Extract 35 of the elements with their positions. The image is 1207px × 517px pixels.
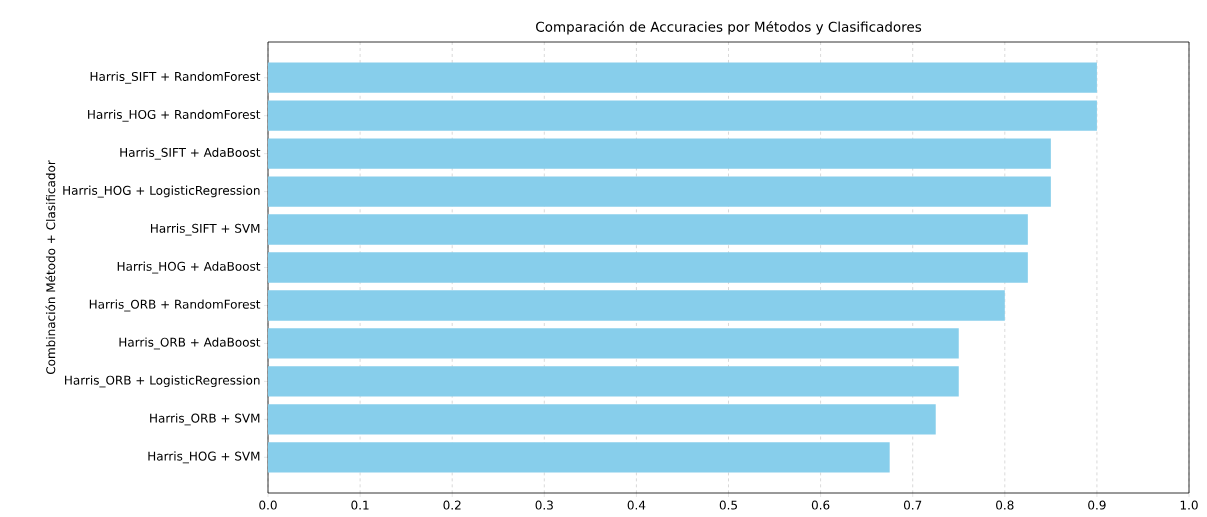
y-tick-label: Harris_ORB + LogisticRegression <box>65 375 260 388</box>
bar <box>268 290 1005 321</box>
y-tick-label: Harris_HOG + AdaBoost <box>117 261 261 274</box>
y-tick-label: Harris_HOG + LogisticRegression <box>63 185 260 198</box>
x-tick-label: 0.1 <box>351 500 369 510</box>
chart-title: Comparación de Accuracies por Métodos y Clasificadores <box>536 20 922 35</box>
bar <box>268 442 890 473</box>
x-tick-label: 1.0 <box>1180 500 1198 510</box>
y-axis-title: Combinación Método + Clasificador <box>45 160 56 375</box>
y-tick-label: Harris_ORB + SVM <box>150 413 260 426</box>
y-tick-label: Harris_SIFT + SVM <box>150 223 260 236</box>
bar <box>268 100 1097 131</box>
x-tick-label: 0.5 <box>719 500 738 510</box>
bar <box>268 176 1051 207</box>
bar <box>268 62 1097 93</box>
x-tick-label: 0.0 <box>259 500 277 510</box>
bar <box>268 214 1028 245</box>
x-tick-label: 0.7 <box>903 500 922 510</box>
bar <box>268 252 1028 283</box>
y-tick-label: Harris_SIFT + RandomForest <box>90 71 261 84</box>
x-tick-label: 0.4 <box>627 500 646 510</box>
y-tick-label: Harris_SIFT + AdaBoost <box>120 147 261 160</box>
bar <box>268 138 1051 169</box>
x-tick-label: 0.2 <box>443 500 461 510</box>
bar <box>268 366 959 397</box>
x-tick-label: 0.9 <box>1088 500 1106 510</box>
y-tick-label: Harris_HOG + SVM <box>148 451 260 464</box>
x-tick-label: 0.3 <box>535 500 553 510</box>
y-tick-label: Harris_ORB + AdaBoost <box>119 337 261 350</box>
y-tick-label: Harris_HOG + RandomForest <box>88 109 261 122</box>
x-tick-label: 0.8 <box>996 500 1014 510</box>
bar <box>268 404 936 435</box>
x-tick-label: 0.6 <box>811 500 830 510</box>
bar <box>268 328 959 359</box>
y-tick-label: Harris_ORB + RandomForest <box>89 299 261 312</box>
